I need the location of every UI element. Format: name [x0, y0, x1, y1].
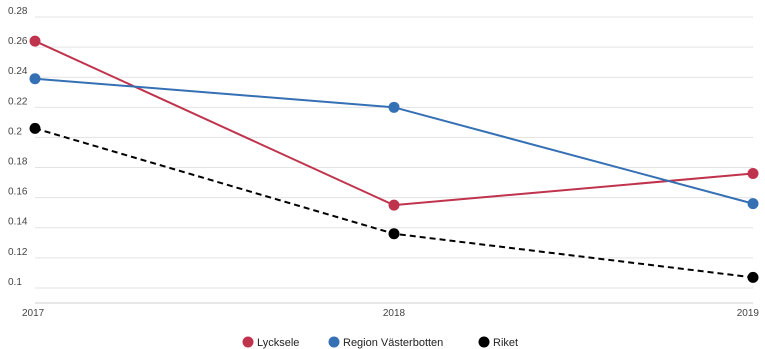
x-tick-label: 2017	[22, 308, 45, 319]
y-axis-ticks: 0.1 0.12 0.14 0.16 0.18 0.2 0.22 0.24 0.26 0.28	[8, 6, 28, 288]
series-lines	[34, 40, 754, 279]
data-point	[388, 199, 400, 211]
y-tick-label: 0.28	[8, 6, 28, 17]
legend-marker	[328, 336, 340, 348]
data-point	[747, 168, 759, 180]
data-point	[388, 101, 400, 113]
series-line-0	[34, 40, 754, 207]
series-line-1	[34, 77, 754, 205]
y-tick-label: 0.26	[8, 36, 28, 47]
x-tick-label: 2018	[383, 308, 406, 319]
x-axis-ticks: 2017 2018 2019	[22, 308, 759, 319]
y-tick-label: 0.2	[8, 126, 22, 137]
y-tick-label: 0.22	[8, 96, 28, 107]
y-tick-label: 0.14	[8, 217, 28, 228]
y-tick-label: 0.24	[8, 66, 28, 77]
series-points	[29, 35, 759, 283]
legend-marker	[242, 336, 254, 348]
data-point	[29, 122, 41, 134]
y-tick-label: 0.12	[8, 247, 28, 258]
y-tick-label: 0.1	[8, 277, 22, 288]
y-tick-label: 0.16	[8, 187, 28, 198]
legend-label: Lycksele	[257, 337, 299, 349]
legend: Lycksele Region Västerbotten Riket	[242, 336, 518, 349]
legend-marker	[478, 336, 490, 348]
gridlines	[35, 16, 753, 304]
x-tick-label: 2019	[737, 308, 760, 319]
data-point	[29, 35, 41, 47]
legend-label: Region Västerbotten	[343, 337, 443, 349]
data-point	[747, 198, 759, 210]
data-point	[29, 73, 41, 85]
y-tick-label: 0.18	[8, 157, 28, 168]
data-point	[388, 228, 400, 240]
legend-label: Riket	[493, 337, 518, 349]
data-point	[747, 271, 759, 283]
